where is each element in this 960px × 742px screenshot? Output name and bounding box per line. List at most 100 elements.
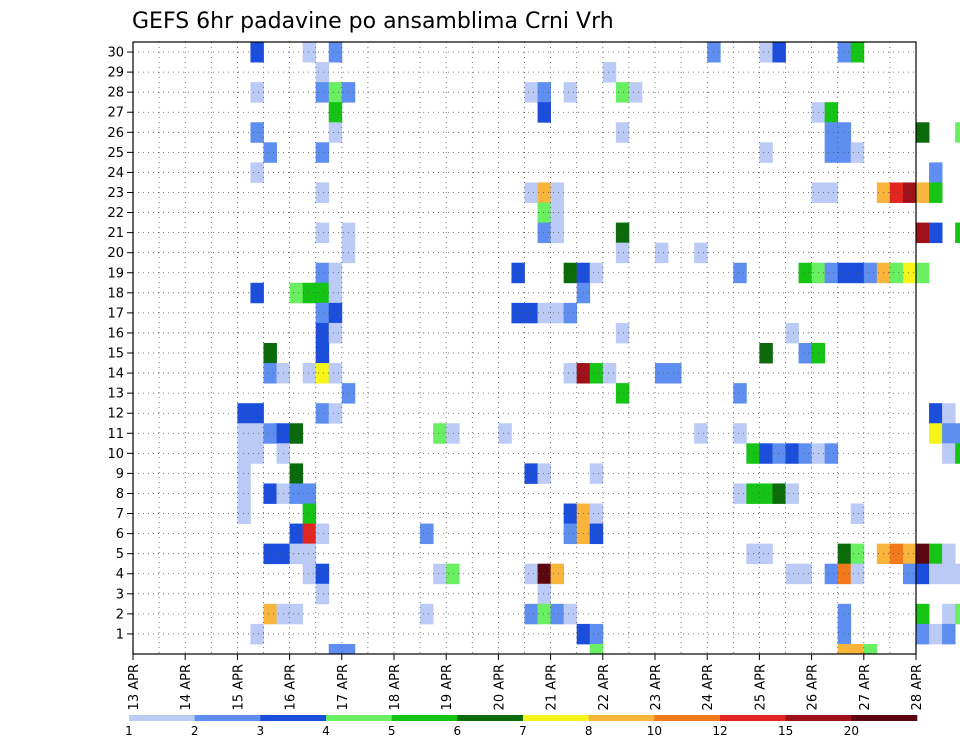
colorbar-label: 6 bbox=[454, 724, 462, 738]
colorbar-swatch bbox=[785, 715, 852, 721]
heatmap-cell bbox=[824, 443, 839, 464]
heatmap-cell bbox=[785, 322, 799, 344]
heatmap-cell bbox=[942, 423, 956, 444]
x-tick-label: 14 APR bbox=[179, 664, 194, 710]
colorbar-label: 2 bbox=[191, 724, 199, 738]
heatmap-cell bbox=[837, 623, 852, 645]
colorbar-label: 8 bbox=[585, 724, 593, 738]
heatmap-cell bbox=[302, 563, 317, 585]
heatmap-cell bbox=[837, 643, 852, 655]
heatmap-cell bbox=[315, 262, 330, 284]
heatmap-cell bbox=[420, 603, 434, 625]
heatmap-cell bbox=[537, 202, 551, 223]
y-tick-label: 12 bbox=[107, 407, 124, 422]
y-tick-label: 17 bbox=[107, 306, 124, 321]
heatmap-cell bbox=[550, 603, 565, 625]
y-tick-label: 25 bbox=[107, 146, 124, 161]
heatmap-cell bbox=[589, 523, 604, 545]
heatmap-cell bbox=[602, 62, 617, 83]
heatmap-cell bbox=[250, 443, 264, 464]
heatmap-cell bbox=[263, 543, 277, 565]
heatmap-cell bbox=[942, 403, 956, 424]
y-tick-label: 10 bbox=[107, 447, 124, 462]
heatmap-cell bbox=[929, 623, 943, 645]
y-tick-label: 9 bbox=[116, 467, 124, 482]
heatmap-cell bbox=[759, 342, 773, 364]
x-tick-label: 16 APR bbox=[284, 664, 299, 710]
heatmap-cell bbox=[550, 182, 565, 203]
heatmap-cell bbox=[289, 423, 304, 444]
plot-frame bbox=[132, 41, 917, 655]
heatmap-cell bbox=[942, 563, 956, 585]
heatmap-cell bbox=[563, 82, 578, 103]
heatmap-cell bbox=[537, 82, 551, 103]
x-axis-ticks: 13 APR 14 APR 15 APR 16 APR 17 APR 18 APR 19 A… bbox=[127, 654, 925, 710]
y-tick-label: 6 bbox=[116, 527, 124, 542]
heatmap-cell bbox=[237, 463, 251, 484]
heatmap-cell bbox=[902, 543, 917, 565]
heatmap-cell bbox=[315, 282, 330, 304]
heatmap-cell bbox=[524, 563, 538, 585]
heatmap-cell bbox=[537, 302, 551, 324]
colorbar: 1 2 3 4 5 6 7 8 10 12 15 20 bbox=[125, 715, 918, 738]
y-tick-label: 21 bbox=[107, 226, 124, 241]
heatmap-cell bbox=[341, 643, 356, 655]
heatmap-cell bbox=[916, 543, 930, 565]
x-tick-label: 22 APR bbox=[597, 664, 612, 710]
heatmap-cell bbox=[759, 483, 773, 504]
heatmap-cell bbox=[942, 603, 956, 625]
heatmap-cell bbox=[772, 443, 786, 464]
heatmap-cell bbox=[263, 603, 277, 625]
heatmap-cell bbox=[850, 563, 865, 585]
heatmap-cell bbox=[537, 563, 551, 585]
heatmap-cell bbox=[602, 363, 617, 384]
heatmap-cell bbox=[315, 142, 330, 163]
heatmap-cell bbox=[550, 302, 565, 324]
heatmap-cell bbox=[537, 222, 551, 244]
colorbar-swatch bbox=[654, 715, 721, 721]
heatmap-cell bbox=[250, 423, 264, 444]
heatmap-cell bbox=[785, 563, 799, 585]
heatmap-cell bbox=[524, 463, 538, 484]
heatmap-cell bbox=[550, 202, 565, 223]
colorbar-swatch bbox=[391, 715, 458, 721]
heatmap-cell bbox=[550, 222, 565, 244]
heatmap-cell bbox=[302, 363, 317, 384]
colorbar-label: 12 bbox=[712, 724, 727, 738]
heatmap-cell bbox=[955, 222, 960, 244]
heatmap-cell bbox=[315, 363, 330, 384]
heatmap-cell bbox=[668, 363, 682, 384]
x-tick-label: 15 APR bbox=[231, 664, 246, 710]
heatmap-cell bbox=[850, 643, 865, 655]
heatmap-cell bbox=[250, 623, 264, 645]
heatmap-cell bbox=[433, 563, 447, 585]
y-axis-ticks: 1234567891011121314151617181920212223242… bbox=[107, 46, 133, 642]
heatmap-cell bbox=[263, 483, 277, 504]
heatmap-cell bbox=[289, 543, 304, 565]
x-tick-label: 13 APR bbox=[127, 664, 142, 710]
heatmap-cell bbox=[250, 122, 264, 143]
heatmap-cell bbox=[850, 262, 865, 284]
colorbar-label: 5 bbox=[388, 724, 396, 738]
colorbar-label: 15 bbox=[778, 724, 793, 738]
heatmap-cell bbox=[916, 623, 930, 645]
heatmap-cell bbox=[237, 443, 251, 464]
heatmap-cell bbox=[563, 523, 578, 545]
heatmap-cell bbox=[315, 403, 330, 424]
heatmap-cell bbox=[824, 262, 839, 284]
y-tick-label: 4 bbox=[116, 567, 124, 582]
heatmap-cell bbox=[837, 42, 852, 63]
heatmap-cell bbox=[315, 182, 330, 203]
y-tick-label: 22 bbox=[107, 206, 124, 221]
heatmap-cell bbox=[420, 523, 434, 545]
heatmap-cell bbox=[615, 242, 630, 264]
heatmap-cell bbox=[837, 563, 852, 585]
y-tick-label: 19 bbox=[107, 266, 124, 281]
colorbar-swatch bbox=[523, 715, 589, 721]
colorbar-label: 4 bbox=[322, 724, 330, 738]
heatmap-cell bbox=[850, 543, 865, 565]
heatmap-cell bbox=[563, 302, 578, 324]
heatmap-cells bbox=[237, 42, 960, 655]
y-tick-label: 3 bbox=[116, 587, 124, 602]
y-tick-label: 24 bbox=[107, 166, 124, 181]
